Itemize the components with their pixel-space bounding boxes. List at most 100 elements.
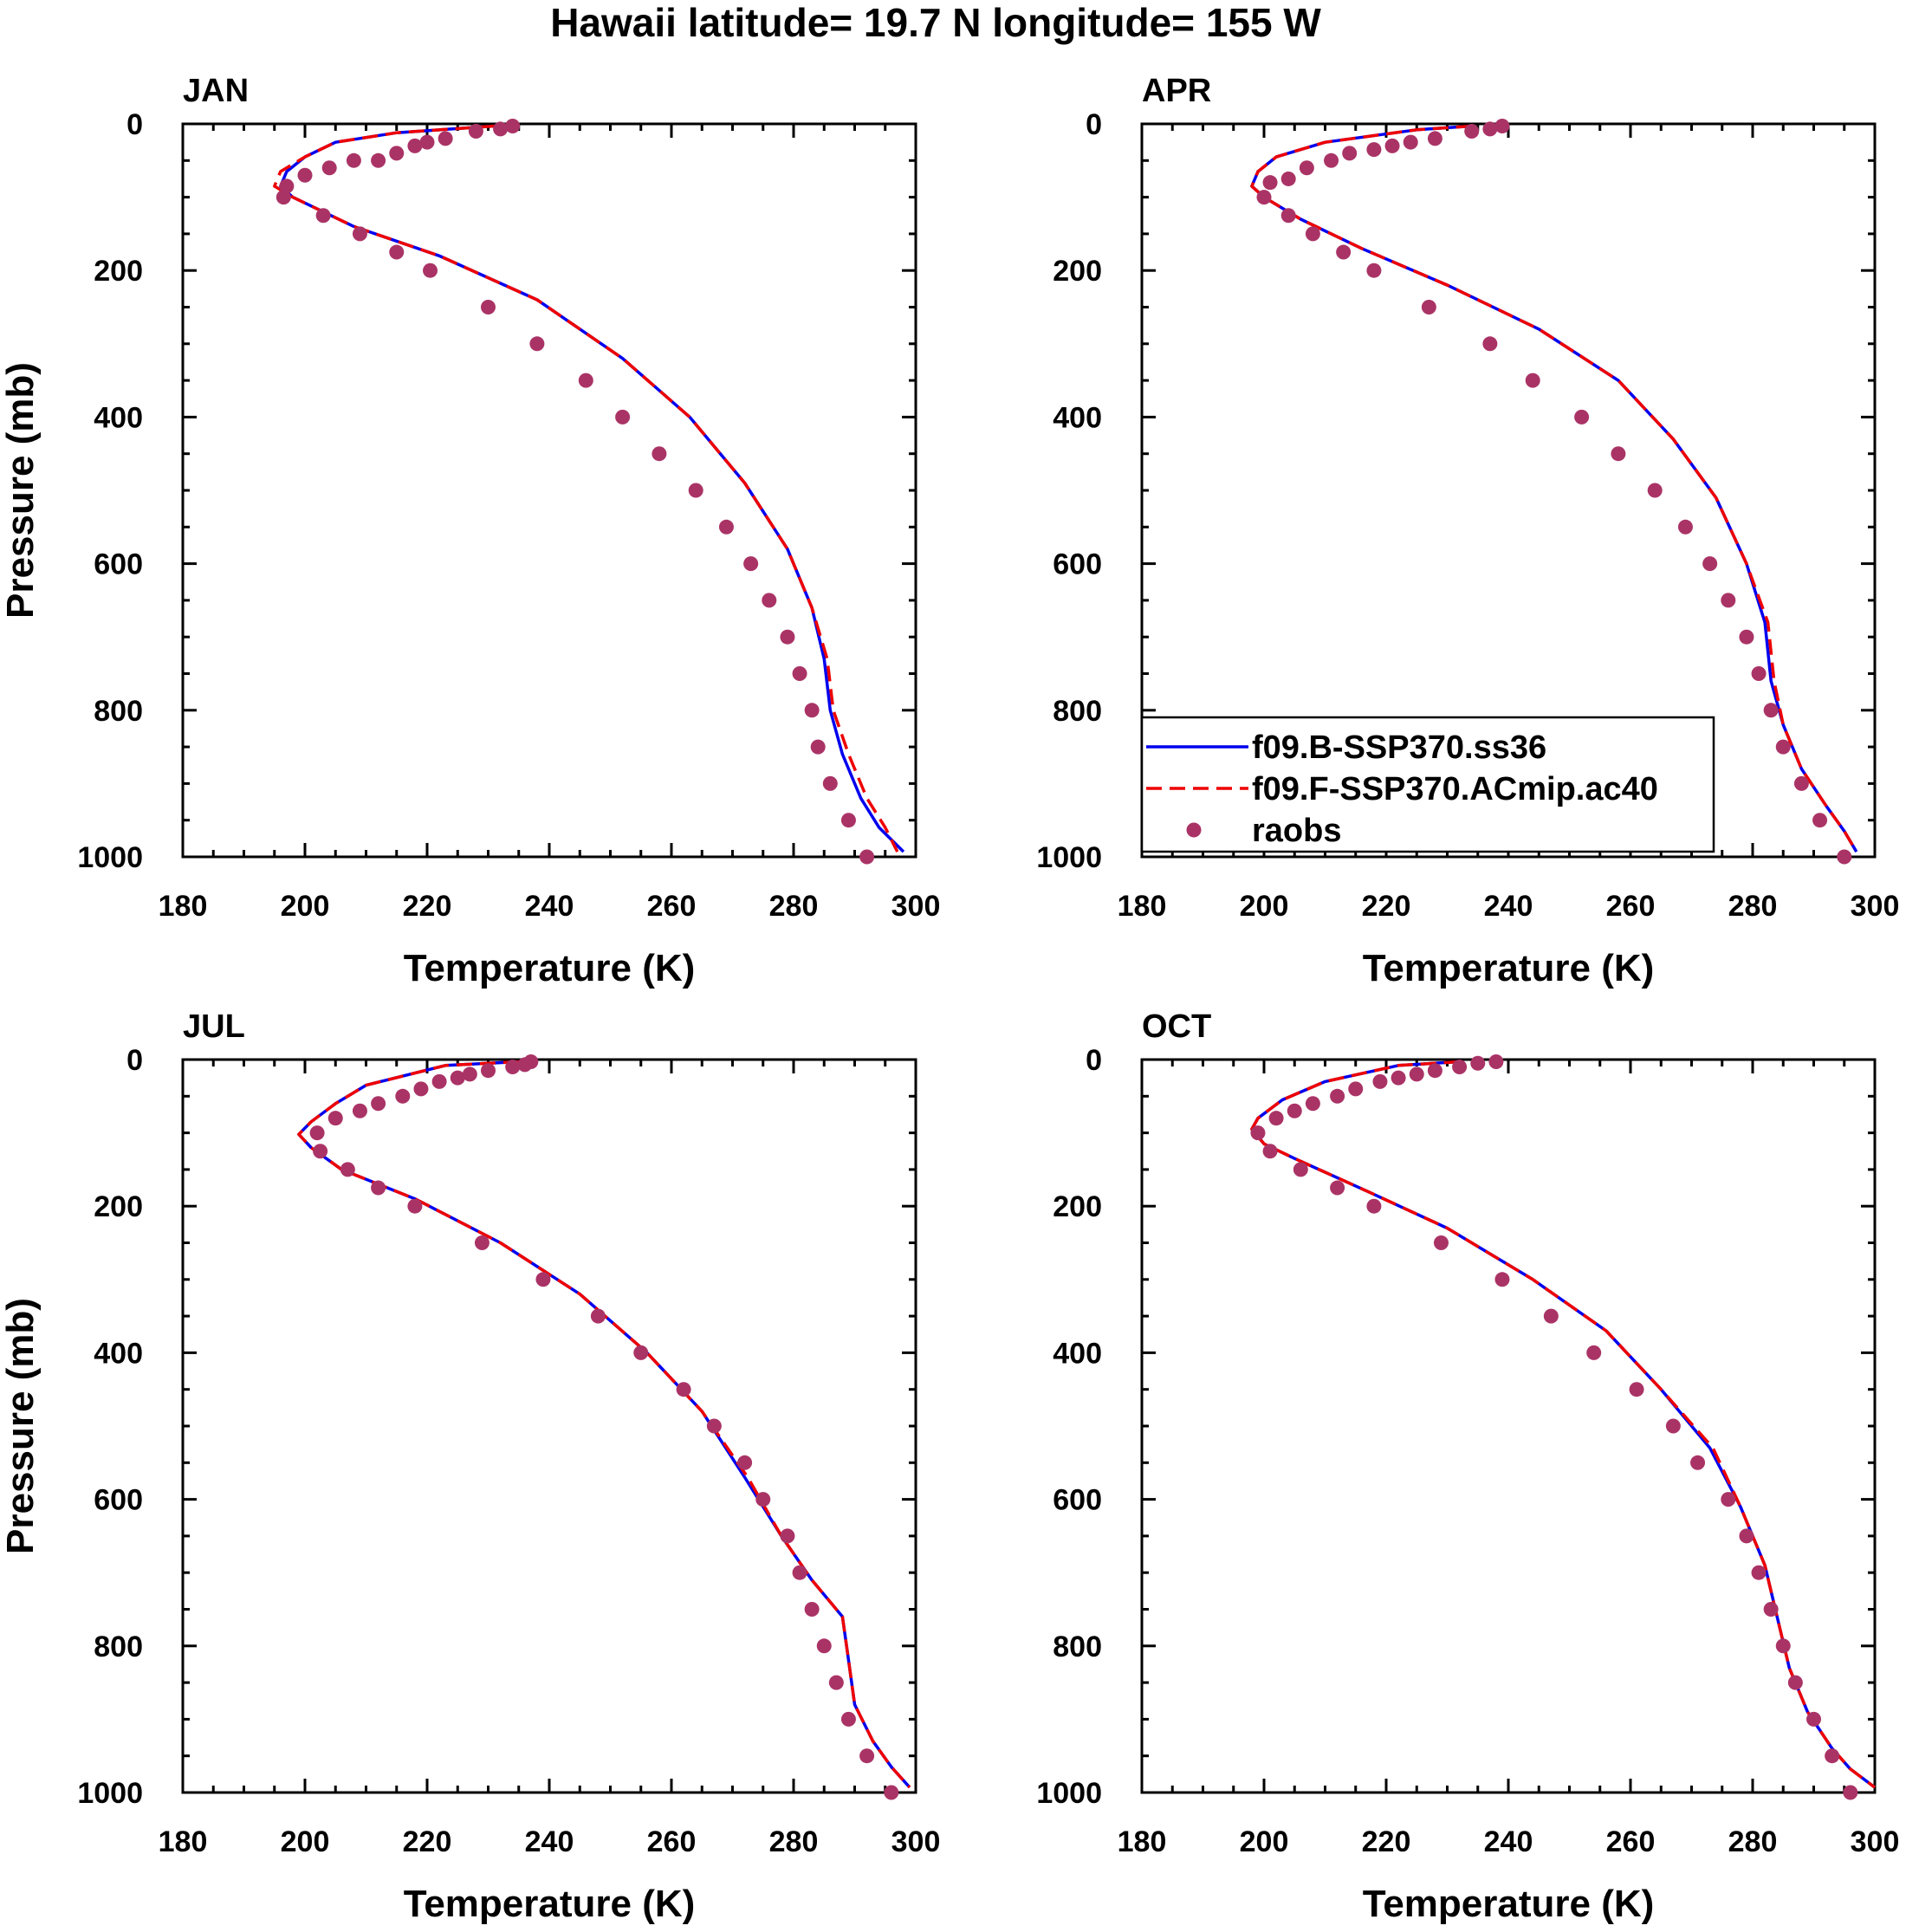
raobs-point	[1409, 1066, 1424, 1082]
raobs-point	[517, 1057, 533, 1073]
raobs-point	[389, 244, 405, 260]
y-tick-label: 400	[1053, 1337, 1102, 1370]
x-tick-label: 280	[769, 1825, 819, 1858]
x-tick-label: 200	[281, 1825, 330, 1858]
raobs-point	[407, 1198, 423, 1214]
raobs-point	[792, 1565, 807, 1580]
y-tick-label: 400	[94, 1337, 143, 1370]
raobs-point	[1268, 1111, 1284, 1126]
raobs-point	[297, 167, 313, 183]
raobs-point	[1372, 1073, 1388, 1089]
raobs-point	[505, 119, 521, 134]
y-tick-label: 600	[1053, 1484, 1102, 1517]
raobs-point	[413, 1081, 429, 1097]
raobs-point	[1721, 1492, 1736, 1507]
raobs-point	[535, 1272, 551, 1287]
raobs-point	[884, 1785, 899, 1800]
raobs-point	[859, 849, 875, 865]
raobs-point	[1336, 244, 1352, 260]
raobs-point	[1427, 1063, 1442, 1079]
raobs-point	[578, 373, 593, 388]
panel-oct: OCT 180 200 220 240 260 280 300 0 200 400 600 800 100…	[1036, 1008, 1899, 1925]
raobs-point	[1391, 1070, 1406, 1086]
raobs-point	[762, 593, 777, 608]
y-tick-label: 0	[1086, 1044, 1102, 1077]
series-line-f-ssp370	[273, 124, 899, 853]
x-tick-label: 240	[1484, 1825, 1533, 1858]
legend-marker	[1186, 822, 1202, 838]
raobs-point	[327, 1111, 343, 1126]
x-tick-label: 180	[159, 890, 208, 923]
raobs-point	[309, 1125, 325, 1141]
raobs-point	[1330, 1180, 1345, 1196]
raobs-point	[1366, 1198, 1382, 1214]
x-tick-label: 300	[891, 1825, 941, 1858]
raobs-point	[1763, 703, 1779, 718]
raobs-point	[1543, 1308, 1559, 1324]
series-line-b-ssp370	[1250, 1060, 1877, 1789]
x-tick-label: 300	[1851, 1825, 1900, 1858]
raobs-point	[1433, 1235, 1449, 1250]
raobs-point	[1262, 175, 1278, 191]
x-tick-label: 220	[403, 1825, 452, 1858]
series-line-f-ssp370	[297, 1060, 911, 1789]
raobs-point	[529, 336, 545, 352]
raobs-point	[1488, 1054, 1504, 1070]
raobs-point	[1629, 1382, 1644, 1397]
raobs-point	[371, 152, 386, 168]
raobs-point	[1837, 849, 1852, 865]
x-axis-title: Temperature (K)	[404, 1883, 696, 1925]
raobs-point	[1574, 409, 1590, 425]
raobs-point	[1812, 813, 1828, 828]
raobs-point	[1690, 1455, 1706, 1470]
raobs-point	[840, 1711, 856, 1727]
raobs-point	[737, 1455, 753, 1470]
raobs-point	[352, 1103, 367, 1118]
raobs-point	[1366, 263, 1382, 278]
raobs-point	[615, 409, 631, 425]
raobs-point	[1739, 1528, 1754, 1544]
raobs-point	[419, 134, 435, 150]
raobs-point	[743, 556, 759, 572]
raobs-point	[828, 1675, 844, 1690]
raobs-point	[1787, 1675, 1803, 1690]
raobs-point	[1470, 1055, 1486, 1071]
panel-label: APR	[1142, 73, 1211, 109]
raobs-point	[389, 146, 405, 161]
x-tick-label: 260	[647, 890, 697, 923]
x-tick-label: 260	[1606, 890, 1656, 923]
raobs-point	[1482, 336, 1498, 352]
raobs-point	[804, 1602, 820, 1617]
raobs-point	[590, 1308, 606, 1324]
raobs-point	[1250, 1125, 1266, 1141]
x-tick-label: 200	[281, 890, 330, 923]
raobs-point	[688, 483, 703, 498]
raobs-point	[1342, 146, 1358, 161]
raobs-point	[462, 1066, 477, 1082]
x-tick-label: 260	[1606, 1825, 1656, 1858]
y-tick-label: 800	[1053, 1631, 1102, 1663]
raobs-point	[1665, 1418, 1681, 1434]
raobs-point	[505, 1059, 521, 1074]
raobs-point	[633, 1345, 649, 1360]
raobs-point	[395, 1088, 411, 1104]
y-tick-label: 0	[126, 1044, 143, 1077]
x-tick-label: 240	[525, 890, 574, 923]
raobs-point	[438, 131, 453, 146]
x-tick-label: 300	[891, 890, 941, 923]
raobs-point	[1806, 1711, 1821, 1727]
raobs-point	[1305, 226, 1320, 242]
raobs-point	[276, 190, 291, 205]
raobs-point	[1427, 131, 1442, 146]
raobs-point	[352, 226, 367, 242]
panel-label: JAN	[183, 73, 249, 109]
raobs-point	[1324, 152, 1339, 168]
legend-box	[1140, 716, 1715, 853]
y-tick-label: 200	[1053, 255, 1102, 288]
y-tick-label: 800	[94, 695, 143, 728]
raobs-point	[1280, 171, 1296, 186]
y-axis-title: Pressure (mb)	[0, 362, 42, 619]
raobs-point	[1793, 775, 1809, 791]
raobs-point	[1586, 1345, 1602, 1360]
x-tick-label: 220	[1362, 1825, 1411, 1858]
